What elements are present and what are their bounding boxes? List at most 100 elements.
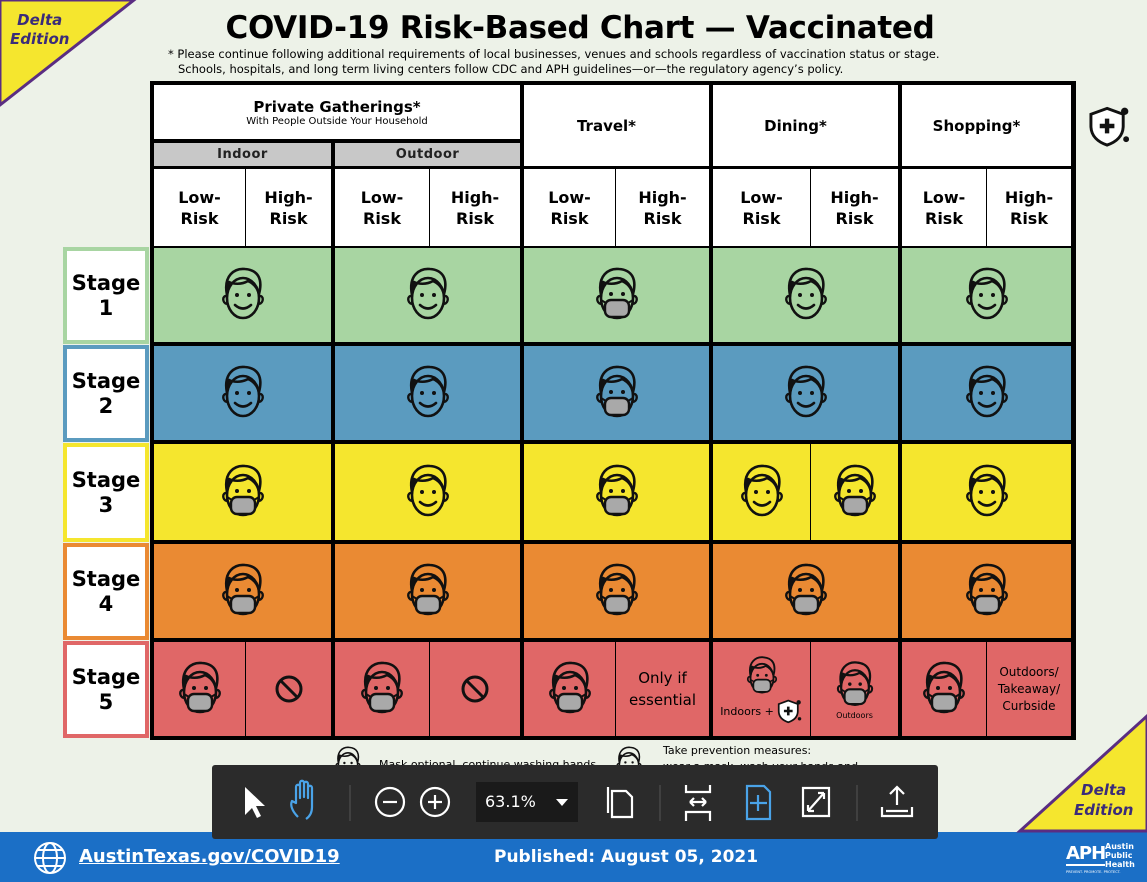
- risk-header: High-Risk: [246, 169, 331, 246]
- zoom-value[interactable]: 63.1%: [485, 792, 536, 811]
- risk-cell: [524, 346, 709, 440]
- risk-cell: Only if essential: [616, 642, 709, 736]
- risk-cell: [246, 642, 331, 736]
- face-open-icon: [403, 363, 453, 423]
- face-open-icon: [781, 363, 831, 423]
- note: * Please continue following additional r…: [168, 47, 940, 61]
- shield-icon: [777, 698, 803, 724]
- logo-name: Austin Public Health: [1105, 842, 1135, 869]
- fit-page[interactable]: [745, 784, 772, 821]
- risk-label: High-Risk: [638, 187, 687, 228]
- face-mask-icon: [592, 462, 642, 522]
- sub-header: Outdoor: [335, 143, 520, 166]
- risk-cell: [154, 642, 245, 736]
- face-mask-icon: [781, 561, 831, 621]
- risk-cell: [902, 444, 1071, 540]
- logo-mark: APH: [1066, 843, 1106, 866]
- footer-link[interactable]: AustinTexas.gov/COVID19: [79, 846, 340, 867]
- no-sign-icon: [274, 674, 304, 704]
- risk-label: High-Risk: [1004, 187, 1054, 228]
- cell-note: Indoors +: [720, 698, 803, 724]
- title: COVID-19 Risk-Based Chart — Vaccinated: [225, 10, 935, 46]
- group-header: Private Gatherings* With People Outside Y…: [154, 85, 520, 139]
- no-sign-icon: [460, 674, 490, 704]
- face-mask-icon: [218, 561, 268, 621]
- risk-header: Low-Risk: [154, 169, 245, 246]
- risk-cell: [902, 346, 1071, 440]
- face-mask-icon: [830, 462, 880, 522]
- stage-label: Stage 4: [63, 543, 149, 640]
- logo-tagline: PREVENT. PROMOTE. PROTECT.: [1066, 870, 1121, 874]
- risk-cell: [524, 642, 615, 736]
- face-open-icon: [781, 265, 831, 325]
- risk-cell: [335, 642, 429, 736]
- legend-line: Take prevention measures:: [663, 744, 812, 757]
- hand-tool[interactable]: [290, 779, 314, 820]
- face-open-icon: [218, 363, 268, 423]
- face-mask-icon: [592, 265, 642, 325]
- stage-label: Stage 3: [63, 443, 149, 542]
- risk-header: High-Risk: [616, 169, 709, 246]
- group-title: Private Gatherings*: [253, 97, 421, 116]
- group-header: Travel*: [524, 85, 709, 166]
- risk-label: High-Risk: [450, 187, 500, 228]
- face-open-icon: [962, 265, 1012, 325]
- risk-cell: [154, 444, 331, 540]
- risk-cell: Indoors +: [713, 642, 810, 736]
- risk-cell: [713, 346, 898, 440]
- face-mask-icon: [962, 561, 1012, 621]
- note: Schools, hospitals, and long term living…: [178, 62, 844, 76]
- face-open-icon: [218, 265, 268, 325]
- stage-text: Stage 1: [71, 270, 141, 320]
- fit-width[interactable]: [684, 785, 712, 821]
- badge-corner: [0, 0, 137, 107]
- risk-header: High-Risk: [987, 169, 1071, 246]
- risk-header: Low-Risk: [335, 169, 429, 246]
- risk-cell: [713, 544, 898, 638]
- face-mask-icon: [545, 659, 595, 719]
- face-open-icon: [962, 462, 1012, 522]
- face-mask-icon: [218, 462, 268, 522]
- risk-label: High-Risk: [830, 187, 879, 228]
- zoom-dropdown[interactable]: [556, 799, 568, 806]
- cell-text: Outdoors/ Takeaway/ Curbside: [997, 664, 1061, 713]
- copy-tool[interactable]: [606, 787, 634, 819]
- risk-label: Low-Risk: [740, 187, 783, 228]
- risk-cell: [335, 544, 520, 638]
- risk-label: Low-Risk: [548, 187, 591, 228]
- face-mask-icon: [592, 561, 642, 621]
- share[interactable]: [880, 785, 914, 818]
- face-open-icon: [403, 462, 453, 522]
- risk-cell: [713, 248, 898, 342]
- select-tool[interactable]: [245, 787, 265, 818]
- face-open-icon: [962, 363, 1012, 423]
- risk-label: Low-Risk: [360, 187, 404, 228]
- risk-cell: [154, 248, 331, 342]
- stage-text: Stage 3: [71, 467, 141, 517]
- risk-cell: [335, 444, 520, 540]
- viewer-toolbar: 63.1%: [212, 765, 938, 839]
- risk-header: High-Risk: [811, 169, 898, 246]
- sub-header: Indoor: [154, 143, 331, 166]
- face-mask-icon: [403, 561, 453, 621]
- risk-cell: [154, 544, 331, 638]
- risk-label: Low-Risk: [178, 187, 221, 228]
- risk-cell: [524, 444, 709, 540]
- published-date: Published: August 05, 2021: [494, 847, 759, 867]
- risk-cell: [335, 248, 520, 342]
- risk-label: Low-Risk: [922, 187, 966, 228]
- group-header: Shopping*: [902, 85, 1071, 166]
- zoom-out[interactable]: [374, 786, 406, 818]
- footer: [0, 832, 1147, 882]
- cell-text: Indoors +: [720, 704, 774, 718]
- full-screen[interactable]: [801, 786, 831, 818]
- face-mask-icon: [744, 654, 780, 698]
- face-open-icon: [737, 462, 787, 522]
- zoom-in[interactable]: [419, 786, 451, 818]
- stage-text: Stage 5: [71, 664, 141, 714]
- face-mask-icon: [833, 659, 877, 711]
- face-mask-icon: [919, 659, 969, 719]
- risk-header: Low-Risk: [713, 169, 810, 246]
- stage-label: Stage 5: [63, 641, 149, 738]
